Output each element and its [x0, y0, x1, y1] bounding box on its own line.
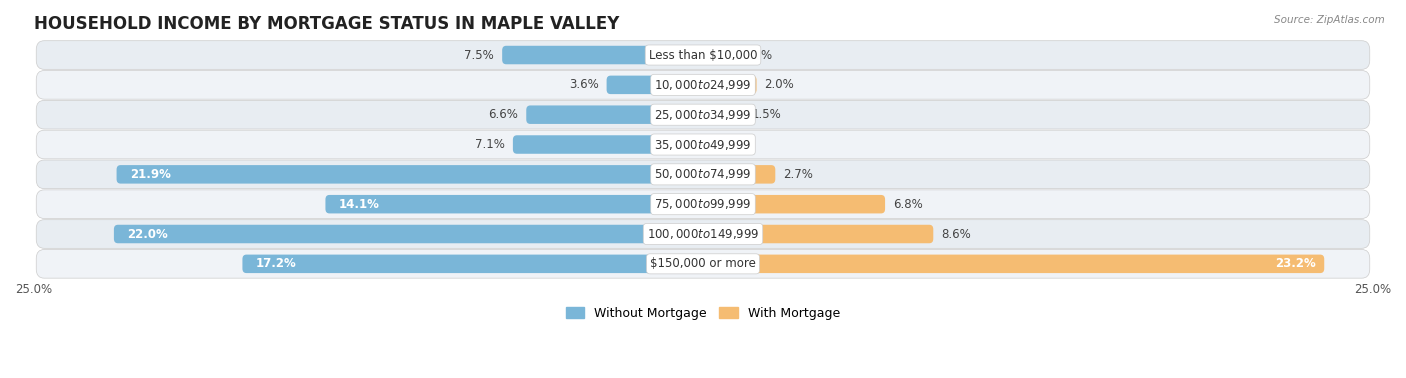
- Text: 23.2%: 23.2%: [1275, 257, 1316, 270]
- FancyBboxPatch shape: [242, 255, 703, 273]
- Text: $10,000 to $24,999: $10,000 to $24,999: [654, 78, 752, 92]
- Text: Less than $10,000: Less than $10,000: [648, 48, 758, 62]
- FancyBboxPatch shape: [526, 105, 703, 124]
- FancyBboxPatch shape: [703, 255, 1324, 273]
- Text: 7.5%: 7.5%: [464, 48, 494, 62]
- Text: $25,000 to $34,999: $25,000 to $34,999: [654, 108, 752, 122]
- Text: 2.7%: 2.7%: [783, 168, 813, 181]
- Text: 1.5%: 1.5%: [751, 108, 780, 121]
- FancyBboxPatch shape: [502, 46, 703, 64]
- FancyBboxPatch shape: [703, 165, 775, 184]
- Legend: Without Mortgage, With Mortgage: Without Mortgage, With Mortgage: [561, 302, 845, 325]
- FancyBboxPatch shape: [117, 165, 703, 184]
- Text: 2.0%: 2.0%: [765, 78, 794, 91]
- FancyBboxPatch shape: [37, 71, 1369, 99]
- FancyBboxPatch shape: [703, 76, 756, 94]
- FancyBboxPatch shape: [37, 220, 1369, 248]
- Text: 6.8%: 6.8%: [893, 198, 922, 211]
- FancyBboxPatch shape: [37, 41, 1369, 69]
- Text: 21.9%: 21.9%: [129, 168, 172, 181]
- FancyBboxPatch shape: [702, 135, 707, 154]
- Text: $50,000 to $74,999: $50,000 to $74,999: [654, 167, 752, 181]
- FancyBboxPatch shape: [703, 105, 744, 124]
- Text: 14.1%: 14.1%: [339, 198, 380, 211]
- Text: 3.6%: 3.6%: [569, 78, 599, 91]
- FancyBboxPatch shape: [513, 135, 703, 154]
- FancyBboxPatch shape: [114, 225, 703, 243]
- Text: 22.0%: 22.0%: [128, 228, 169, 240]
- Text: 0.89%: 0.89%: [735, 48, 772, 62]
- Text: 7.1%: 7.1%: [475, 138, 505, 151]
- FancyBboxPatch shape: [37, 101, 1369, 129]
- Text: 8.6%: 8.6%: [942, 228, 972, 240]
- Text: $35,000 to $49,999: $35,000 to $49,999: [654, 138, 752, 152]
- FancyBboxPatch shape: [37, 130, 1369, 159]
- FancyBboxPatch shape: [703, 46, 727, 64]
- FancyBboxPatch shape: [37, 249, 1369, 278]
- Text: 17.2%: 17.2%: [256, 257, 297, 270]
- FancyBboxPatch shape: [703, 195, 886, 214]
- Text: 6.6%: 6.6%: [488, 108, 519, 121]
- Text: Source: ZipAtlas.com: Source: ZipAtlas.com: [1274, 15, 1385, 25]
- FancyBboxPatch shape: [703, 225, 934, 243]
- FancyBboxPatch shape: [606, 76, 703, 94]
- Text: $100,000 to $149,999: $100,000 to $149,999: [647, 227, 759, 241]
- FancyBboxPatch shape: [37, 160, 1369, 189]
- Text: HOUSEHOLD INCOME BY MORTGAGE STATUS IN MAPLE VALLEY: HOUSEHOLD INCOME BY MORTGAGE STATUS IN M…: [34, 15, 619, 33]
- FancyBboxPatch shape: [37, 190, 1369, 218]
- Text: $150,000 or more: $150,000 or more: [650, 257, 756, 270]
- Text: 0.09%: 0.09%: [713, 138, 751, 151]
- Text: $75,000 to $99,999: $75,000 to $99,999: [654, 197, 752, 211]
- FancyBboxPatch shape: [325, 195, 703, 214]
